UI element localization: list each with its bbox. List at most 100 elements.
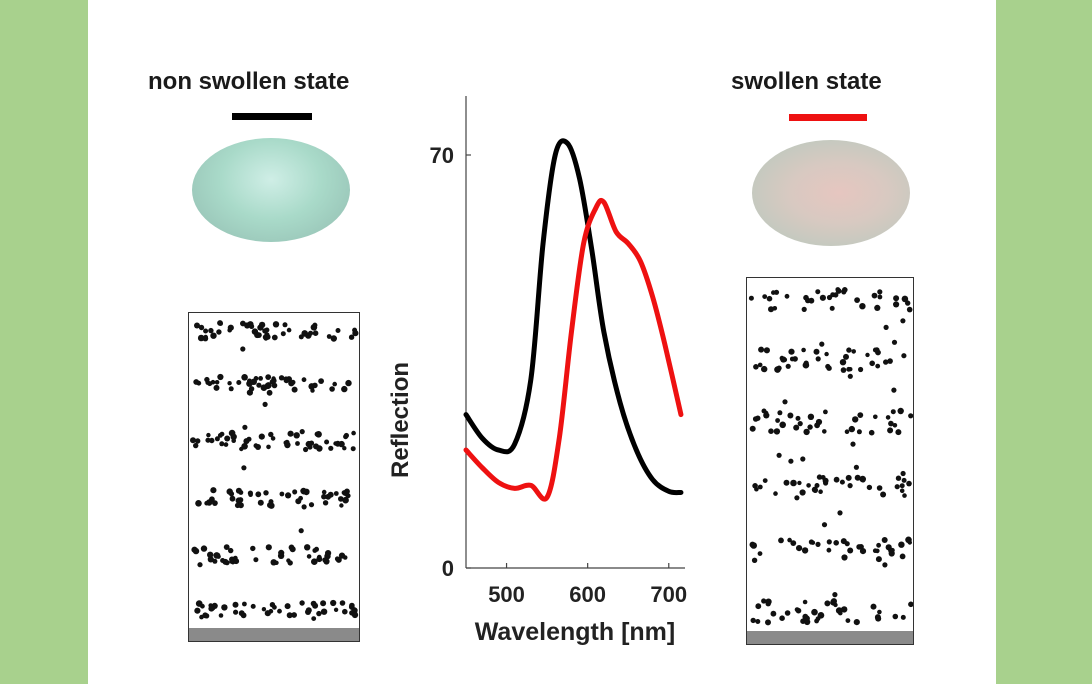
- particle-dot: [233, 609, 239, 615]
- non-swollen-legend-line: [232, 113, 312, 120]
- particle-dot: [842, 287, 848, 293]
- particle-dot: [200, 603, 205, 609]
- particle-dot: [223, 442, 229, 447]
- particle-dot: [279, 491, 285, 497]
- particle-dot: [818, 489, 823, 494]
- particle-dot: [868, 429, 875, 436]
- particle-dot: [899, 488, 905, 494]
- particle-dot: [290, 379, 296, 385]
- particle-dot: [801, 347, 806, 353]
- particle-dot: [900, 614, 906, 620]
- particle-dot: [883, 324, 889, 330]
- particle-dot: [193, 442, 199, 449]
- particle-dot: [263, 490, 269, 496]
- particle-dot: [784, 293, 790, 299]
- particle-dot: [271, 334, 278, 341]
- particle-dot: [816, 474, 823, 480]
- particle-dot: [249, 323, 255, 329]
- particle-dot: [839, 479, 845, 485]
- particle-dot: [755, 619, 761, 624]
- particle-dot: [223, 544, 230, 550]
- particle-dot: [757, 551, 763, 556]
- particle-dot: [823, 480, 829, 486]
- particle-dot: [208, 605, 215, 612]
- particle-dot: [857, 412, 864, 418]
- particle-dot: [757, 484, 763, 490]
- particle-dot: [208, 327, 214, 334]
- particle-dot: [773, 428, 781, 435]
- particle-dot: [293, 432, 300, 439]
- particle-dot: [901, 295, 909, 303]
- particle-dot: [826, 294, 833, 301]
- chart-axes: 500 600 700 0 70: [430, 96, 687, 607]
- particle-dot: [838, 610, 843, 616]
- particle-dot: [284, 603, 291, 610]
- particle-dot: [870, 603, 877, 610]
- particle-dot: [311, 558, 318, 565]
- reflection-spectrum-chart: 500 600 700 0 70 Reflection Wavelength [nm]: [387, 96, 687, 646]
- particle-dot: [351, 611, 359, 619]
- particle-dot: [333, 491, 339, 496]
- particle-dot: [286, 327, 292, 333]
- particle-dot: [778, 537, 784, 544]
- particle-dot: [195, 438, 201, 444]
- particle-dot: [219, 441, 225, 447]
- particle-dot: [897, 407, 904, 415]
- particle-dot: [282, 322, 288, 328]
- particle-dot: [788, 458, 794, 464]
- particle-dot: [875, 556, 882, 563]
- particle-dot: [776, 365, 782, 371]
- particle-dot: [265, 374, 272, 380]
- particle-dot: [762, 478, 768, 483]
- particle-dot: [338, 496, 344, 502]
- particle-dot: [839, 359, 847, 366]
- particle-dot: [305, 332, 312, 339]
- particle-dot: [763, 412, 770, 419]
- particle-dot: [305, 607, 312, 614]
- particle-dot: [300, 487, 307, 495]
- particle-dot: [885, 544, 892, 551]
- particle-dot: [899, 483, 905, 489]
- particle-dot: [822, 429, 827, 434]
- particle-dot: [277, 608, 282, 614]
- swollen-particle-layers: [748, 287, 913, 626]
- particle-dot: [871, 292, 878, 299]
- particle-dot: [845, 618, 851, 623]
- y-axis-label: Reflection: [387, 362, 414, 478]
- particle-dot: [242, 601, 247, 607]
- particle-dot: [901, 477, 907, 483]
- particle-dot: [848, 425, 855, 433]
- particle-dot: [808, 539, 814, 545]
- particle-dot: [883, 359, 889, 365]
- particle-dot: [316, 556, 323, 563]
- particle-dot: [824, 351, 829, 357]
- particle-dot: [200, 545, 208, 552]
- particle-dot: [784, 610, 791, 616]
- particle-dot: [801, 547, 809, 554]
- particle-dot: [244, 438, 250, 444]
- particle-dot: [248, 386, 255, 392]
- particle-dot: [206, 432, 211, 438]
- particle-dot: [232, 601, 239, 608]
- particle-dot: [227, 324, 234, 331]
- particle-dot: [847, 373, 853, 379]
- particle-dot: [856, 544, 862, 550]
- non-swollen-label: non swollen state: [148, 68, 350, 95]
- particle-dot: [216, 329, 222, 335]
- particle-dot: [291, 612, 297, 618]
- particle-dot: [802, 599, 808, 605]
- particle-dot: [907, 540, 912, 545]
- particle-dot: [198, 324, 205, 331]
- particle-dot: [787, 412, 794, 419]
- particle-dot: [873, 414, 878, 420]
- particle-dot: [213, 384, 220, 391]
- particle-dot: [250, 378, 257, 385]
- particle-dot: [815, 616, 821, 622]
- particle-dot: [307, 444, 313, 450]
- particle-dot: [761, 598, 767, 604]
- particle-dot: [254, 331, 261, 339]
- particle-dot: [264, 327, 270, 333]
- particle-dot: [755, 415, 761, 421]
- particle-dot: [840, 367, 847, 373]
- particle-dot: [228, 386, 234, 392]
